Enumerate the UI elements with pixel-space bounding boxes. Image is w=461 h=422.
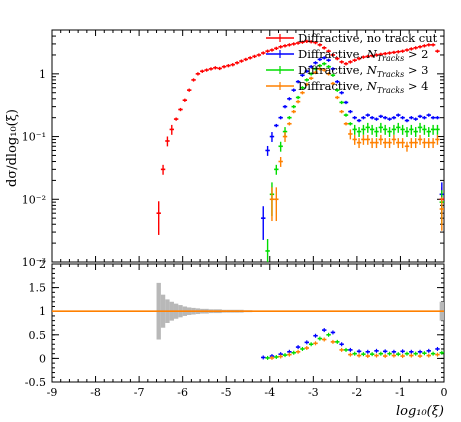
x-tick-label: -8: [90, 386, 101, 399]
legend-entry: Diffractive, NTracks > 4: [298, 79, 428, 95]
x-tick-label: -9: [47, 386, 58, 399]
x-tick-label: -6: [177, 386, 188, 399]
x-tick-label: -7: [134, 386, 145, 399]
x-tick-label: -3: [308, 386, 319, 399]
y-tick-label: 10⁻¹: [22, 131, 46, 144]
y-tick-label: 1.5: [29, 282, 47, 295]
legend-entry: Diffractive, NTracks > 3: [298, 63, 428, 79]
ratio-panel: -9 -8 -7 -6 -5 -4 -3 -2 -1 0 -0.5 0 0.5 1 1.5 2: [25, 258, 448, 399]
y-tick-label: 2: [39, 258, 46, 271]
x-tick-label: -4: [264, 386, 275, 399]
x-tick-label: 0: [441, 386, 448, 399]
legend: Diffractive, no track cut Diffractive, NT…: [266, 31, 438, 95]
x-tick-label: -2: [352, 386, 363, 399]
y-tick-label: 10⁻³: [22, 256, 46, 269]
y-tick-label: 0: [39, 352, 46, 365]
legend-entry: Diffractive, NTracks > 2: [298, 47, 428, 63]
y-tick-label: 1: [39, 305, 46, 318]
y-axis-label: dσ/dlog₁₀(ξ): [5, 109, 20, 187]
ratio-frame: [51, 263, 445, 383]
y-tick-label: -0.5: [25, 376, 46, 389]
y-tick-label: 0.5: [29, 329, 47, 342]
y-tick-label: 10⁻²: [22, 193, 46, 206]
x-axis-label: log₁₀(ξ): [396, 404, 444, 419]
x-tick-label: -5: [221, 386, 232, 399]
legend-entry: Diffractive, no track cut: [298, 31, 438, 45]
y-tick-label: 1: [39, 68, 46, 81]
x-tick-label: -1: [395, 386, 406, 399]
main-panel: 1 10⁻¹ 10⁻² 10⁻³: [22, 29, 445, 269]
